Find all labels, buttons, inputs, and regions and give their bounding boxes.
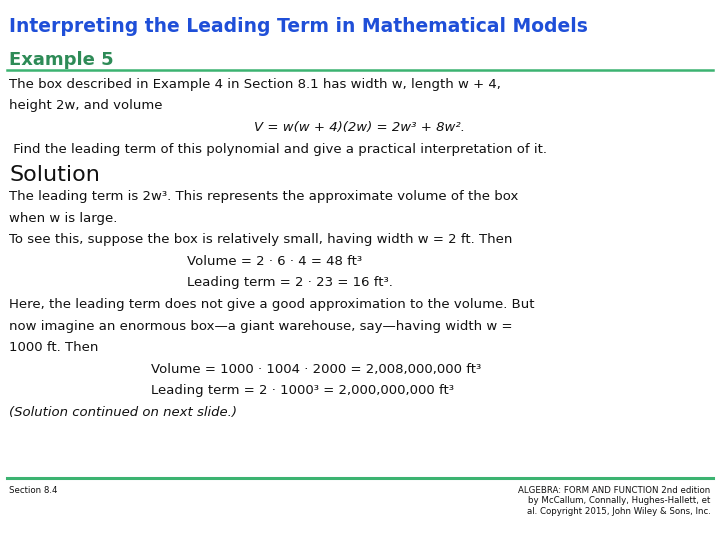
Text: Section 8.4: Section 8.4 <box>9 486 58 495</box>
Text: Volume = 2 · 6 · 4 = 48 ft³: Volume = 2 · 6 · 4 = 48 ft³ <box>187 255 362 268</box>
Text: The box described in Example 4 in Section 8.1 has width w, length w + 4,: The box described in Example 4 in Sectio… <box>9 78 501 91</box>
Text: now imagine an enormous box—a giant warehouse, say—having width w =: now imagine an enormous box—a giant ware… <box>9 320 513 333</box>
Text: Example 5: Example 5 <box>9 51 114 69</box>
Text: when w is large.: when w is large. <box>9 212 118 225</box>
Text: 1000 ft. Then: 1000 ft. Then <box>9 341 99 354</box>
Text: (Solution continued on next slide.): (Solution continued on next slide.) <box>9 406 238 419</box>
Text: Here, the leading term does not give a good approximation to the volume. But: Here, the leading term does not give a g… <box>9 298 535 311</box>
Text: V = w(w + 4)(2w) = 2w³ + 8w².: V = w(w + 4)(2w) = 2w³ + 8w². <box>254 121 466 134</box>
Text: Interpreting the Leading Term in Mathematical Models: Interpreting the Leading Term in Mathema… <box>9 17 588 36</box>
Text: ALGEBRA: FORM AND FUNCTION 2nd edition
by McCallum, Connally, Hughes-Hallett, et: ALGEBRA: FORM AND FUNCTION 2nd edition b… <box>518 486 711 516</box>
Text: Find the leading term of this polynomial and give a practical interpretation of : Find the leading term of this polynomial… <box>9 143 547 156</box>
Text: height 2w, and volume: height 2w, and volume <box>9 99 163 112</box>
Text: Volume = 1000 · 1004 · 2000 = 2,008,000,000 ft³: Volume = 1000 · 1004 · 2000 = 2,008,000,… <box>151 363 482 376</box>
Text: Leading term = 2 · 1000³ = 2,000,000,000 ft³: Leading term = 2 · 1000³ = 2,000,000,000… <box>151 384 454 397</box>
Text: Leading term = 2 · 23 = 16 ft³.: Leading term = 2 · 23 = 16 ft³. <box>187 276 393 289</box>
Text: The leading term is 2w³. This represents the approximate volume of the box: The leading term is 2w³. This represents… <box>9 190 518 203</box>
Text: Solution: Solution <box>9 165 100 185</box>
Text: To see this, suppose the box is relatively small, having width w = 2 ft. Then: To see this, suppose the box is relative… <box>9 233 513 246</box>
